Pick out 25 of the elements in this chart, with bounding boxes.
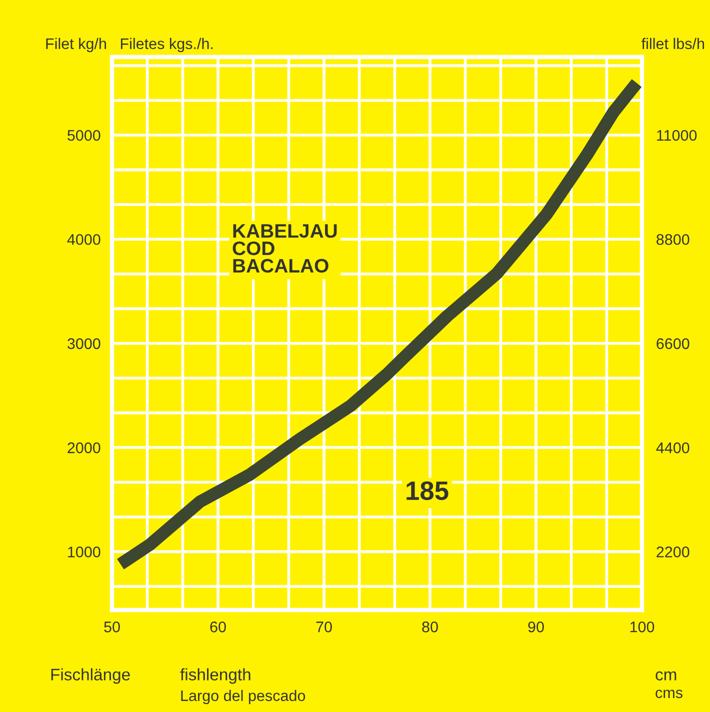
annotation: KABELJAU COD BACALAO — [232, 224, 337, 273]
text: cms — [656, 690, 682, 698]
y2-tick-label: 8800 — [656, 234, 690, 245]
x-tick-label: 60 — [210, 622, 226, 632]
y-tick-label: 5000 — [68, 130, 100, 141]
text: fishlength — [180, 668, 250, 684]
y-tick-label: 2000 — [68, 442, 100, 454]
y-tick-label: 4000 — [67, 234, 100, 245]
x-axis-title: Fischlänge — [51, 668, 130, 684]
x-tick-label: 70 — [316, 622, 332, 632]
y-tick-label: 1000 — [68, 546, 100, 558]
x-tick-label: 90 — [528, 622, 544, 632]
y2-tick-label: 2200 — [656, 546, 690, 558]
text: cm — [656, 671, 676, 680]
text: Largo del pescado — [181, 690, 306, 704]
y2-tick-label: 6600 — [656, 338, 690, 350]
x-tick-label: 80 — [422, 622, 438, 632]
x-tick-label: 50 — [104, 622, 120, 632]
x-tick-label: 100 — [630, 622, 654, 632]
y2-tick-label: 4400 — [656, 442, 690, 454]
y2-axis-title: fillet lbs/h — [642, 38, 704, 50]
annotation: 185 — [406, 481, 448, 500]
y2-tick-label: 11000 — [657, 130, 697, 141]
y-tick-label: 3000 — [67, 338, 100, 350]
y-axis-title: Filet kg/h Filetes kgs./h. — [46, 38, 213, 52]
